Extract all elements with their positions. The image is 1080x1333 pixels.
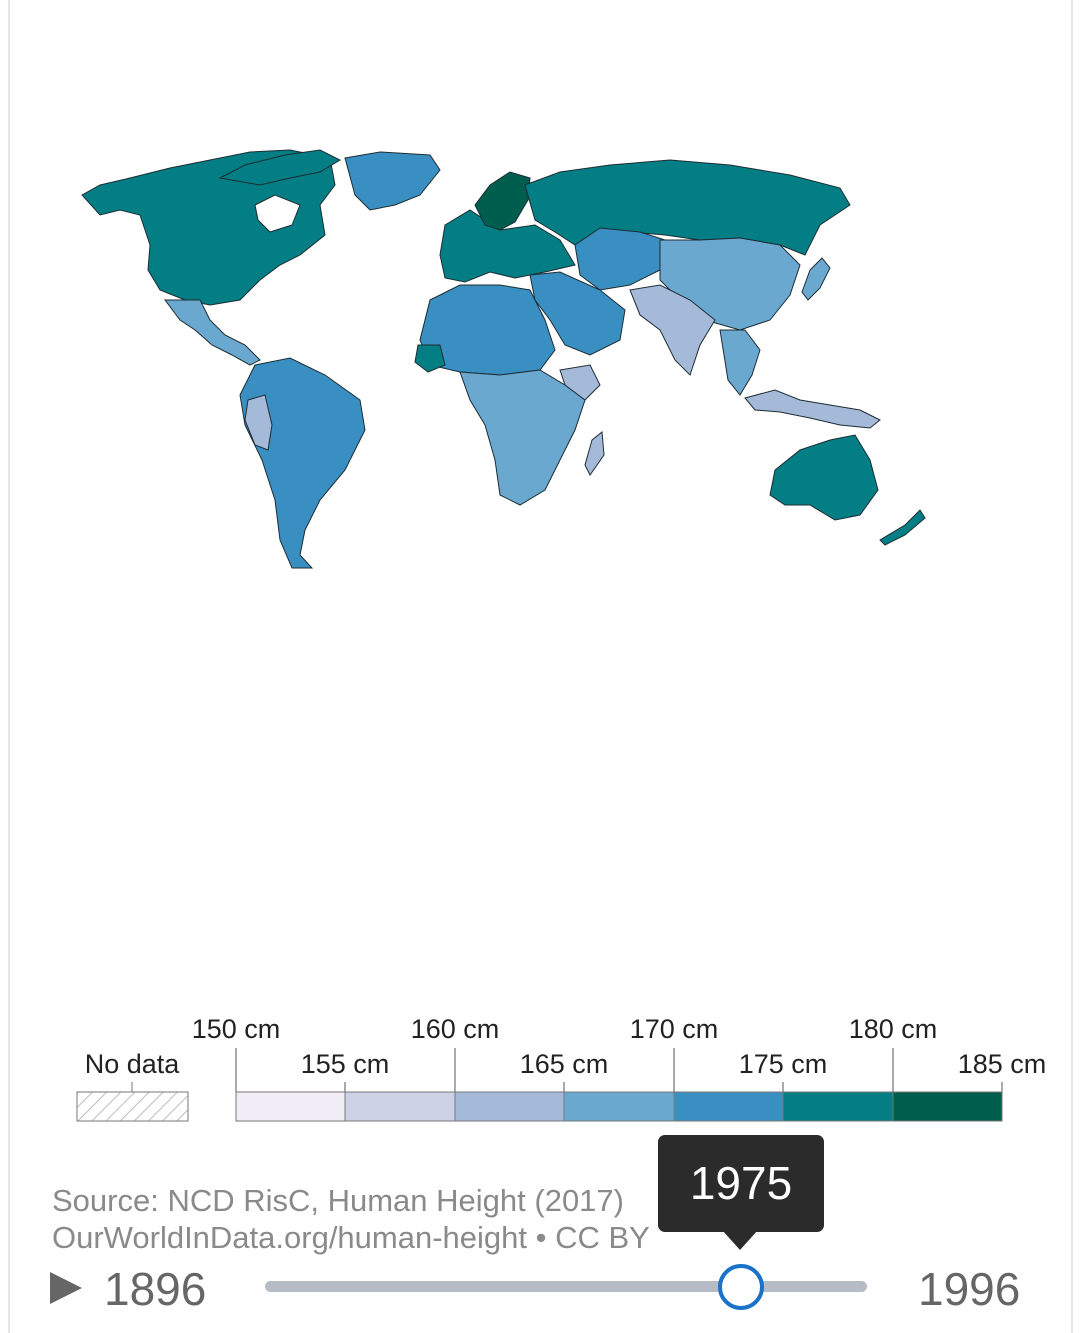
color-legend: No data 150 cm 160 cm 170 cm 180 cm 155 … (76, 1014, 1047, 1122)
region-middle-east[interactable] (529, 271, 626, 356)
legend-bin-175-180 (782, 1091, 894, 1122)
region-andes[interactable] (244, 394, 273, 451)
timeline-slider-track[interactable] (265, 1281, 867, 1292)
legend-bin-180-185 (892, 1091, 1003, 1122)
region-west-africa-coast[interactable] (414, 344, 446, 373)
timeline-end-year: 1996 (918, 1263, 1021, 1315)
region-greenland[interactable] (344, 151, 441, 211)
legend-label-185: 185 cm (958, 1049, 1047, 1079)
region-central-america[interactable] (164, 299, 261, 366)
legend-bin-160-165 (454, 1091, 565, 1122)
region-scandinavia[interactable] (474, 171, 531, 231)
legend-label-175: 175 cm (739, 1049, 828, 1079)
region-arctic-islands[interactable] (218, 149, 342, 186)
source-line: Source: NCD RisC, Human Height (2017) (52, 1183, 624, 1218)
source-url-line[interactable]: OurWorldInData.org/human-height • CC BY (52, 1220, 650, 1255)
legend-bin-165-170 (563, 1091, 675, 1122)
legend-label-150: 150 cm (192, 1014, 281, 1044)
legend-label-180: 180 cm (849, 1014, 938, 1044)
region-indonesia[interactable] (744, 389, 881, 429)
region-australia[interactable] (769, 434, 879, 521)
region-south-america[interactable] (239, 357, 366, 569)
legend-label-170: 170 cm (630, 1014, 719, 1044)
region-madagascar[interactable] (584, 431, 605, 476)
no-data-swatch (76, 1091, 189, 1122)
legend-label-160: 160 cm (411, 1014, 500, 1044)
timeline-start-year: 1896 (104, 1263, 207, 1315)
legend-label-165: 165 cm (520, 1049, 609, 1079)
legend-bin-155-160 (344, 1091, 456, 1122)
region-sub-saharan-africa[interactable] (459, 369, 586, 506)
legend-ticks (235, 1048, 1003, 1092)
world-map[interactable] (0, 0, 1080, 600)
current-year-tooltip: 1975 (658, 1135, 824, 1232)
region-horn-of-africa[interactable] (559, 364, 601, 401)
play-icon[interactable] (48, 1270, 84, 1306)
legend-bin-150-155 (235, 1091, 346, 1122)
region-japan[interactable] (801, 257, 831, 301)
region-southeast-asia[interactable] (719, 329, 761, 396)
region-south-asia[interactable] (629, 284, 716, 376)
region-new-zealand[interactable] (879, 509, 926, 546)
timeline-slider-thumb[interactable] (718, 1264, 764, 1310)
frame-border-left (8, 0, 10, 1333)
legend-label-155: 155 cm (301, 1049, 390, 1079)
region-north-america[interactable] (81, 149, 336, 306)
hudson-bay (254, 194, 301, 233)
region-central-asia[interactable] (574, 227, 666, 291)
frame-border-right (1071, 0, 1073, 1333)
no-data-label: No data (85, 1049, 181, 1079)
legend-bin-170-175 (673, 1091, 784, 1122)
source-note: Source: NCD RisC, Human Height (2017) Ou… (52, 1182, 650, 1256)
tooltip-arrow (722, 1230, 758, 1250)
